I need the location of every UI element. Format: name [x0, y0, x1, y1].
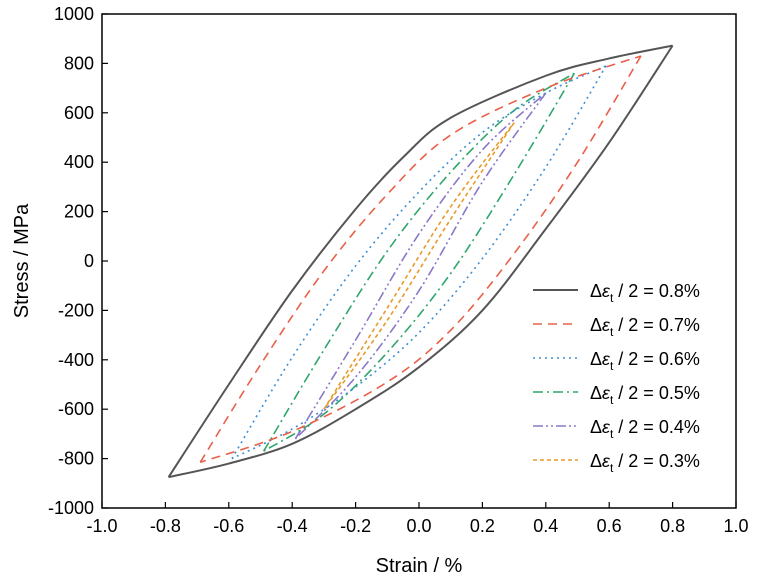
series-3	[231, 65, 607, 460]
series-1-lower-branch	[168, 45, 674, 479]
x-tick-label: 0.4	[533, 516, 558, 536]
y-tick-label: -400	[58, 350, 94, 370]
series-5-upper-branch	[294, 92, 547, 440]
legend-label: Δεt / 2 = 0.4%	[590, 417, 700, 441]
series-4-upper-branch	[262, 72, 575, 452]
ticks-layer: -1.0 -0.8 -0.6 -0.4 -0.2 0.0 0.2 0.4 0.6 0.8 1.0 -1…	[48, 4, 749, 536]
y-tick-label: 800	[64, 53, 94, 73]
series-2-lower-branch	[200, 55, 642, 464]
y-axis-title: Stress / MPa	[11, 203, 33, 318]
legend-entry-3: Δεt / 2 = 0.6%	[533, 349, 700, 373]
x-tick-label: 0.6	[597, 516, 622, 536]
series-6-upper-branch	[323, 122, 515, 410]
legend: Δεt / 2 = 0.8% Δεt / 2 = 0.7% Δεt / 2 = 0.…	[533, 281, 700, 475]
y-tick-label: 0	[84, 251, 94, 271]
legend-label: Δεt / 2 = 0.8%	[590, 281, 700, 305]
series-3-lower-branch	[231, 65, 607, 460]
x-tick-label: 0.0	[406, 516, 431, 536]
legend-label: Δεt / 2 = 0.6%	[590, 349, 700, 373]
x-tick-label: -0.2	[340, 516, 371, 536]
series-6-lower-branch	[323, 122, 515, 410]
legend-entry-4: Δεt / 2 = 0.5%	[533, 383, 700, 407]
x-tick-label: 0.2	[470, 516, 495, 536]
y-tick-label: -800	[58, 449, 94, 469]
x-tick-label: 1.0	[723, 516, 748, 536]
x-axis-title: Strain / %	[376, 555, 463, 577]
series-6	[323, 122, 515, 410]
legend-label: Δεt / 2 = 0.3%	[590, 451, 700, 475]
series-1-upper-branch	[167, 44, 673, 478]
series-4-lower-branch	[263, 72, 576, 452]
series-2	[199, 55, 642, 464]
series-layer	[167, 44, 674, 479]
legend-label: Δεt / 2 = 0.5%	[590, 383, 700, 407]
legend-label: Δεt / 2 = 0.7%	[590, 315, 700, 339]
series-5	[294, 92, 547, 440]
series-5-lower-branch	[294, 92, 547, 440]
y-tick-label: 1000	[54, 4, 94, 24]
y-tick-label: -200	[58, 300, 94, 320]
x-tick-label: -0.8	[150, 516, 181, 536]
y-tick-label: -1000	[48, 498, 94, 518]
legend-entry-2: Δεt / 2 = 0.7%	[533, 315, 700, 339]
x-tick-label: -1.0	[86, 516, 117, 536]
x-tick-label: 0.8	[660, 516, 685, 536]
x-tick-label: -0.4	[277, 516, 308, 536]
y-tick-label: -600	[58, 399, 94, 419]
legend-entry-1: Δεt / 2 = 0.8%	[533, 281, 700, 305]
series-4	[262, 72, 576, 452]
series-1	[167, 44, 674, 479]
legend-entry-6: Δεt / 2 = 0.3%	[533, 451, 700, 475]
y-tick-label: 200	[64, 202, 94, 222]
y-tick-label: 600	[64, 103, 94, 123]
x-tick-label: -0.6	[213, 516, 244, 536]
legend-entry-5: Δεt / 2 = 0.4%	[533, 417, 700, 441]
y-tick-label: 400	[64, 152, 94, 172]
